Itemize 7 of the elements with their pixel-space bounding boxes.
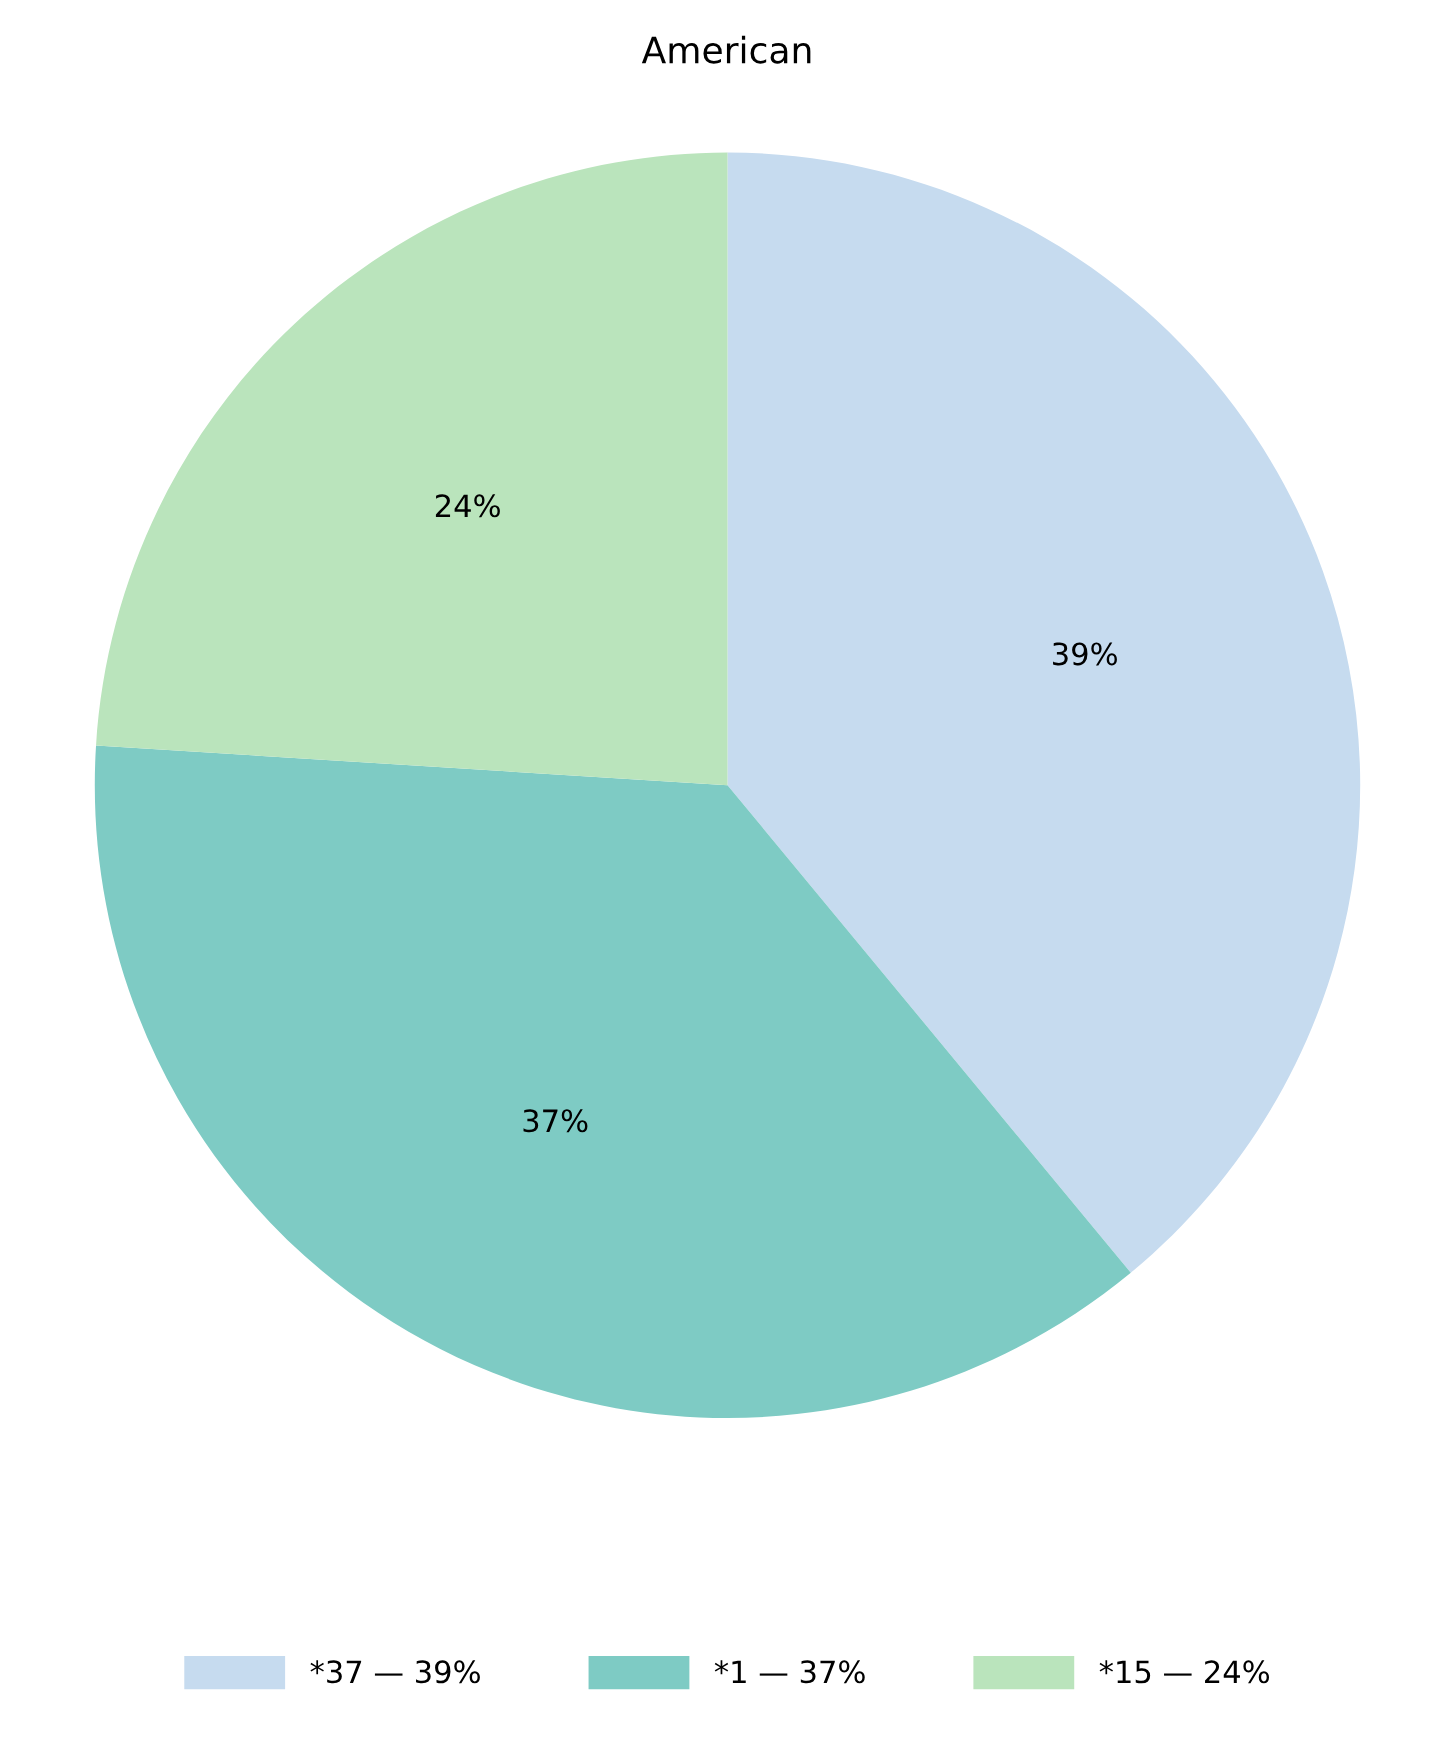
- legend-label: *1 — 37%: [714, 1660, 865, 1684]
- legend-label: *15 — 24%: [1099, 1660, 1270, 1684]
- data-label: 39%: [1053, 642, 1117, 666]
- data-label: 24%: [435, 494, 500, 518]
- legend-label: *37 — 39%: [310, 1660, 480, 1684]
- data-label: 37%: [523, 1109, 588, 1133]
- chart-title: American: [641, 35, 811, 64]
